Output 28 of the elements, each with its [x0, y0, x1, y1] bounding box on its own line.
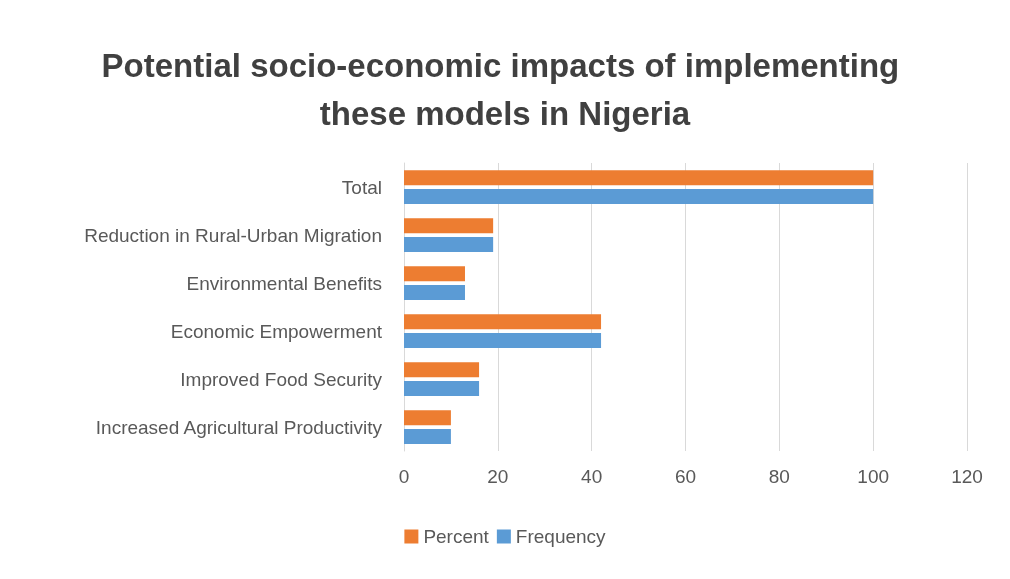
y-tick-label: Improved Food Security — [180, 368, 383, 390]
y-tick-label: Reduction in Rural-Urban Migration — [84, 224, 382, 246]
bar — [404, 284, 465, 300]
x-tick-label: 40 — [581, 466, 603, 487]
x-tick-label: 80 — [768, 466, 790, 487]
bar — [404, 218, 494, 234]
y-tick-label: Total — [341, 176, 382, 198]
bar — [404, 236, 494, 252]
legend-label: Percent — [423, 526, 490, 547]
bar — [404, 380, 480, 396]
y-tick-label: Environmental Benefits — [186, 272, 382, 294]
bar — [404, 332, 602, 348]
bar — [404, 410, 451, 426]
bar — [404, 362, 480, 378]
legend-label: Frequency — [515, 526, 607, 547]
bar — [404, 170, 874, 186]
chart-title: Potential socio-economic impacts of implementing these models in Nigeria — [101, 46, 909, 132]
x-tick-label: 20 — [487, 466, 509, 487]
y-tick-label: Increased Agricultural Productivity — [95, 416, 383, 438]
x-tick-label: 60 — [674, 466, 697, 487]
bar — [404, 314, 602, 330]
bar — [404, 188, 874, 204]
bar — [404, 266, 465, 282]
x-tick-label: 0 — [398, 466, 410, 487]
bar — [404, 428, 451, 444]
x-tick-label: 120 — [951, 466, 983, 487]
y-tick-label: Economic Empowerment — [170, 320, 383, 342]
x-tick-label: 100 — [857, 466, 890, 487]
